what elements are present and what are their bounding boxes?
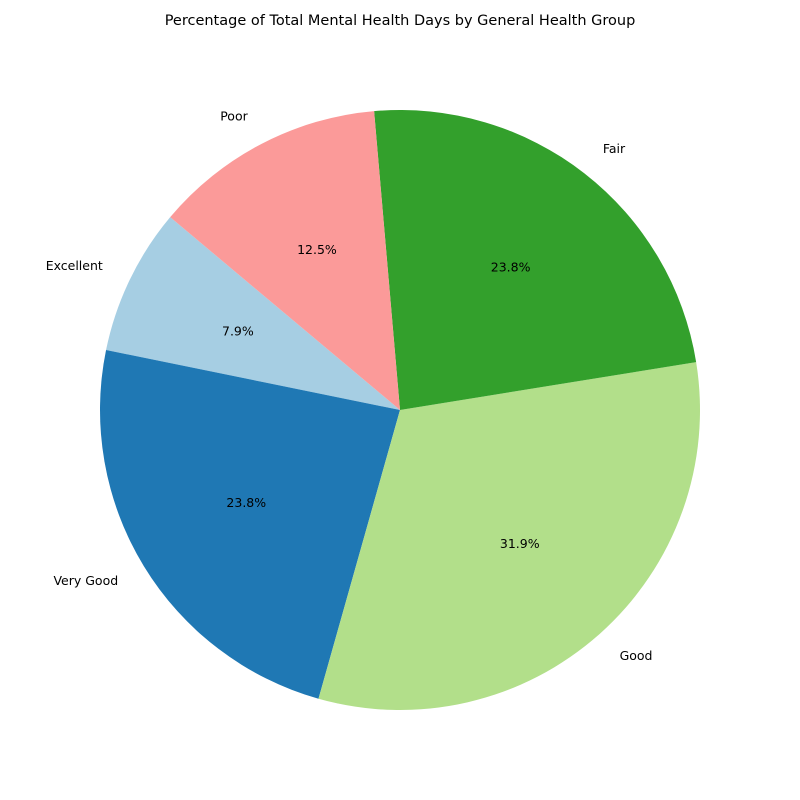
pie-slices [99, 110, 700, 710]
slice-label-fair: Fair [603, 141, 626, 156]
slice-label-good: Good [620, 648, 653, 663]
pie-slice-good [318, 362, 700, 710]
chart-title: Percentage of Total Mental Health Days b… [165, 13, 636, 29]
pie-slice-excellent [106, 217, 401, 410]
slice-percent-good: 31.9% [500, 536, 540, 551]
slice-label-poor: Poor [220, 109, 248, 124]
slice-label-excellent: Excellent [46, 258, 103, 273]
pie-labels: Excellent 7.9% Very Good 23.8% Good 31.9% Fair… [46, 109, 653, 663]
pie-slice-fair [374, 110, 697, 411]
slice-percent-very-good: 23.8% [226, 495, 266, 510]
slice-percent-poor: 12.5% [297, 242, 337, 257]
slice-percent-fair: 23.8% [491, 260, 531, 275]
pie-slice-poor [170, 111, 400, 410]
slice-label-very-good: Very Good [53, 573, 118, 588]
slice-percent-excellent: 7.9% [222, 323, 254, 338]
pie-slice-very-good [99, 350, 401, 699]
